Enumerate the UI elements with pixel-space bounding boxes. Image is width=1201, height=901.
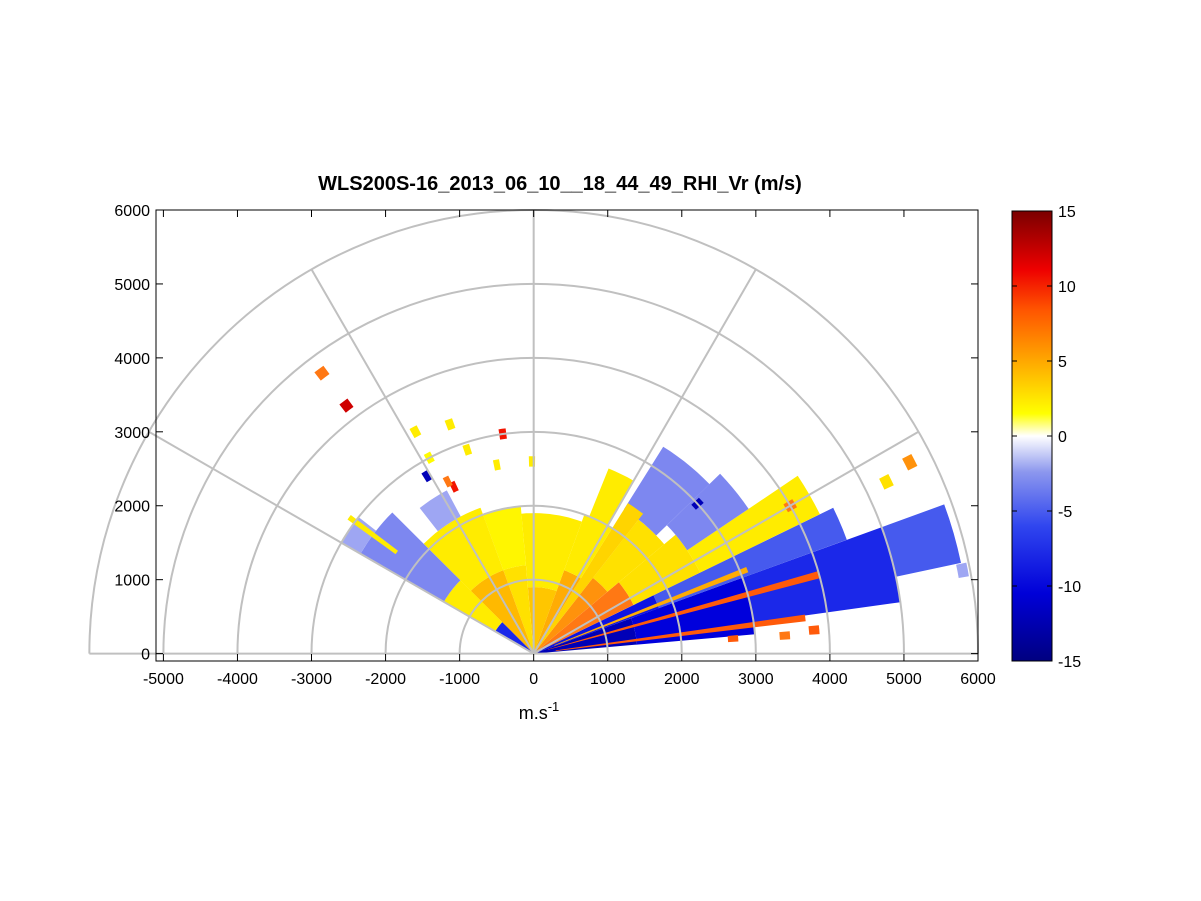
velocity-pixel	[956, 562, 969, 578]
velocity-sector	[360, 512, 461, 602]
x-tick-label: -3000	[291, 671, 332, 688]
x-tick-label: 5000	[886, 671, 922, 688]
velocity-sector	[443, 580, 503, 632]
velocity-sector	[742, 527, 901, 623]
plot-frame	[155, 209, 979, 662]
velocity-sector	[341, 517, 377, 554]
velocity-sector	[618, 534, 701, 605]
azimuth-spoke	[532, 268, 757, 655]
velocity-pixel	[779, 631, 791, 640]
colorbar-ticks: -15 -10 -5 0 5 10 15	[1012, 204, 1081, 671]
velocity-pixel	[314, 365, 330, 381]
velocity-pixel	[442, 475, 453, 488]
y-tick-label: 6000	[114, 203, 150, 220]
velocity-sector	[470, 570, 534, 654]
velocity-streak	[547, 571, 821, 650]
y-tick-label: 1000	[114, 573, 150, 590]
colorbar-tick-label: 10	[1058, 279, 1076, 296]
velocity-sector	[503, 565, 534, 654]
velocity-pixel	[808, 625, 820, 635]
velocity-sector	[533, 503, 644, 654]
x-tick-label: -2000	[365, 671, 406, 688]
x-tick-label: -5000	[143, 671, 184, 688]
velocity-pixel	[462, 443, 473, 456]
velocity-sector	[495, 622, 534, 654]
x-axis-label-text: m.s	[519, 703, 548, 723]
colorbar-tick-label: 5	[1058, 354, 1067, 371]
velocity-sector	[533, 595, 659, 654]
velocity-sector	[521, 513, 582, 592]
colorbar-tick-label: -5	[1058, 504, 1072, 521]
colorbar	[1011, 210, 1053, 662]
velocity-sector	[419, 490, 461, 532]
y-tick-label: 2000	[114, 499, 150, 516]
chart-title: WLS200S-16_2013_06_10__18_44_49_RHI_Vr (…	[318, 173, 802, 195]
x-tick-label: 4000	[812, 671, 848, 688]
y-tick-label: 4000	[114, 351, 150, 368]
x-tick-label: 6000	[960, 671, 996, 688]
azimuth-spoke	[533, 430, 919, 655]
x-tick-label: 0	[529, 671, 538, 688]
velocity-pixel	[727, 635, 739, 643]
velocity-sector	[653, 507, 847, 609]
velocity-sector	[483, 506, 526, 571]
velocity-sector	[589, 468, 634, 526]
velocity-streak	[347, 515, 398, 555]
y-tick-label: 0	[141, 647, 150, 664]
x-tick-label: -1000	[439, 671, 480, 688]
x-axis-label: m.s-1	[519, 699, 560, 723]
velocity-sector	[533, 577, 608, 654]
velocity-pixel	[444, 418, 456, 431]
x-tick-label: 1000	[590, 671, 626, 688]
velocity-pixel	[879, 474, 894, 490]
velocity-sector	[564, 514, 613, 579]
velocity-pixel	[339, 398, 354, 413]
velocity-sector	[527, 587, 557, 654]
x-tick-label: 3000	[738, 671, 774, 688]
colorbar-tick-label: 0	[1058, 429, 1067, 446]
velocity-pixel	[421, 470, 433, 483]
axis-ticks: -5000 -4000 -3000 -2000 -1000 0 1000 2000 3000 40…	[114, 203, 995, 688]
velocity-sector	[881, 504, 961, 577]
x-tick-label: -4000	[217, 671, 258, 688]
velocity-sector	[423, 507, 504, 591]
velocity-sector	[666, 473, 749, 551]
x-axis-label-superscript: -1	[548, 699, 560, 714]
colorbar-tick-label: 15	[1058, 204, 1076, 221]
colorbar-tick-label: -15	[1058, 654, 1081, 671]
velocity-sector	[623, 446, 710, 536]
velocity-pixel	[409, 425, 422, 439]
colorbar-tick-label: -10	[1058, 579, 1081, 596]
x-tick-label: 2000	[664, 671, 700, 688]
velocity-pixel	[492, 459, 501, 471]
azimuth-spoke	[148, 430, 535, 655]
azimuth-spoke	[310, 268, 535, 655]
velocity-sector	[533, 618, 637, 654]
velocity-sector	[533, 582, 634, 654]
y-tick-label: 3000	[114, 425, 150, 442]
velocity-sector	[592, 519, 665, 592]
velocity-pixel	[902, 454, 918, 471]
y-tick-label: 5000	[114, 277, 150, 294]
